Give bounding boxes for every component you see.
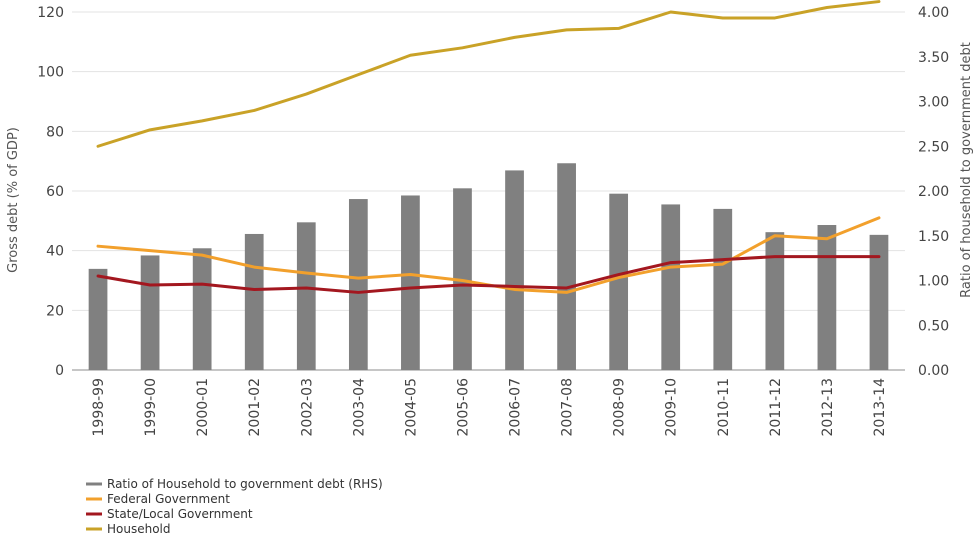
legend: Ratio of Household to government debt (R…	[86, 477, 383, 536]
x-tick-label: 2004-05	[403, 378, 419, 437]
y2-tick-label: 3.00	[918, 95, 949, 111]
y-tick-label: 20	[46, 303, 64, 319]
bar	[244, 233, 264, 370]
y-tick-label: 100	[37, 65, 64, 81]
y2-tick-label: 0.50	[918, 318, 949, 334]
x-tick-label: 2013-14	[872, 378, 888, 437]
y-tick-label: 40	[46, 244, 64, 260]
y-tick-label: 60	[46, 184, 64, 200]
y-axis-title: Gross debt (% of GDP)	[6, 127, 21, 273]
y2-tick-label: 1.00	[918, 274, 949, 290]
y-tick-label: 120	[37, 5, 64, 21]
bar	[192, 248, 212, 370]
bar	[505, 170, 524, 370]
x-tick-label: 2001-02	[247, 378, 263, 437]
series-line	[96, 216, 881, 294]
bar	[609, 193, 629, 370]
series-line	[96, 0, 881, 148]
bar	[713, 208, 733, 370]
y2-tick-label: 1.50	[918, 229, 949, 245]
x-tick-label: 1998-99	[91, 378, 107, 437]
x-tick-label: 2006-07	[508, 378, 524, 437]
x-tick-label: 2002-03	[299, 378, 315, 437]
bar	[296, 222, 316, 370]
legend-label: Ratio of Household to government debt (R…	[107, 477, 383, 491]
legend-label: Household	[107, 522, 171, 536]
x-tick-label: 2009-10	[664, 378, 680, 437]
legend-label: Federal Government	[107, 492, 230, 506]
y2-tick-label: 2.50	[918, 139, 949, 155]
bar	[401, 195, 420, 370]
bar	[140, 255, 160, 370]
bar	[817, 225, 837, 370]
x-tick-label: 2012-13	[820, 378, 836, 437]
x-tick-label: 2008-09	[612, 378, 628, 437]
bar	[557, 163, 576, 370]
axis-layer: 0 20 40 60 80 100 120 0.00 0.50 1.00 1.50 2.00 2.50 3…	[37, 5, 949, 437]
legend-label: State/Local Government	[107, 507, 253, 521]
bar	[88, 268, 108, 370]
y2-axis-title: Ratio of household to government debt	[959, 42, 974, 298]
y2-tick-label: 2.00	[918, 184, 949, 200]
x-tick-label: 2011-12	[768, 378, 784, 437]
y2-tick-label: 4.00	[918, 5, 949, 21]
x-tick-label: 1999-00	[143, 378, 159, 437]
line-layer	[96, 0, 881, 294]
x-tick-label: 2003-04	[351, 378, 367, 437]
bar	[348, 199, 368, 370]
x-tick-label: 2000-01	[195, 378, 211, 437]
x-tick-label: 2010-11	[716, 378, 732, 437]
x-tick-label: 2005-06	[455, 378, 471, 437]
bar-layer	[88, 163, 889, 370]
series-line	[96, 255, 881, 294]
y2-tick-label: 0.00	[918, 363, 949, 379]
y2-tick-label: 3.50	[918, 50, 949, 66]
y-tick-label: 80	[46, 124, 64, 140]
x-tick-label: 2007-08	[560, 378, 576, 437]
bar	[765, 232, 785, 370]
y-tick-label: 0	[55, 363, 64, 379]
bar	[869, 234, 889, 370]
bar	[661, 204, 681, 370]
